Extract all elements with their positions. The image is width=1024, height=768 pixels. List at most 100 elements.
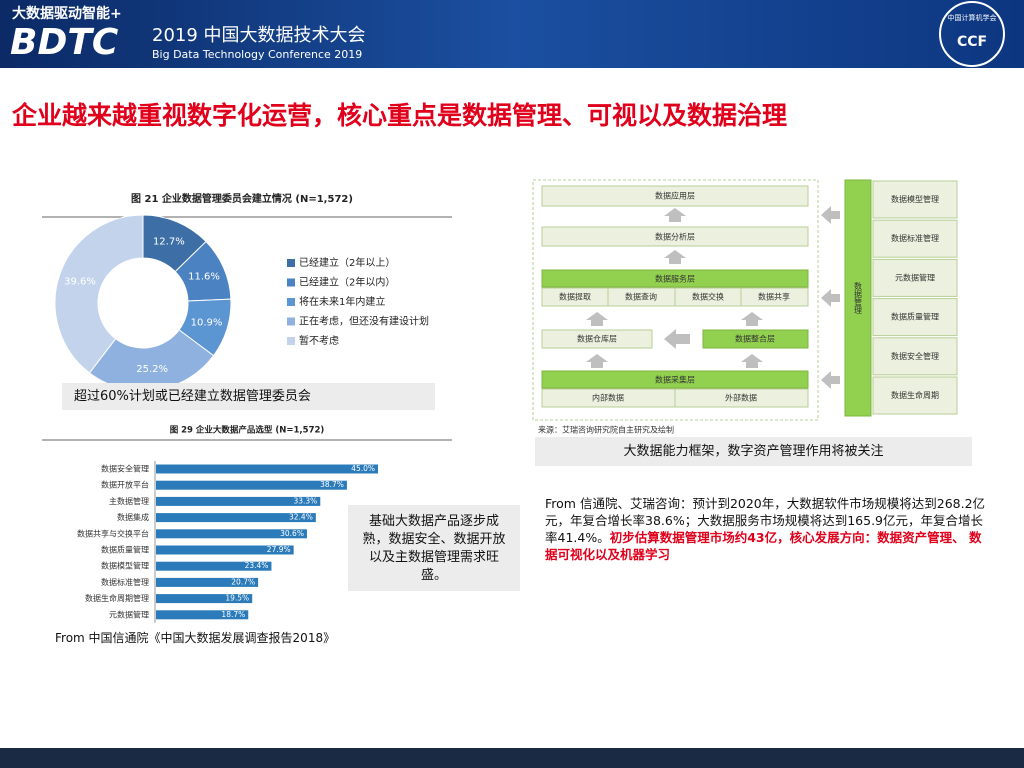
- paragraph: From 信通院、艾瑞咨询：预计到2020年，大数据软件市场规模将达到268.2…: [545, 495, 993, 563]
- bar-title: 图 29 企业大数据产品选型 (N=1,572): [170, 425, 325, 436]
- framework-source: 来源：艾瑞咨询研究院自主研究及绘制: [538, 425, 674, 435]
- pie-caption: 超过60%计划或已经建立数据管理委员会: [62, 383, 435, 410]
- pie-slice: [88, 329, 215, 392]
- legend-label: 已经建立（2年以内）: [299, 276, 395, 289]
- layer-label: 数据整合层: [735, 334, 775, 344]
- value-label: 18.7%: [221, 610, 245, 619]
- arrow: [821, 371, 840, 389]
- bar: [156, 610, 249, 620]
- arrow: [586, 354, 608, 368]
- category-label: 主数据管理: [109, 496, 149, 506]
- bar: [156, 496, 321, 506]
- value-label: 10.9%: [191, 318, 223, 329]
- legend-label: 已经建立（2年以上）: [299, 256, 395, 269]
- footer-band: [0, 748, 1024, 768]
- management-item: 数据安全管理: [891, 351, 939, 361]
- layer-label: 数据应用层: [655, 191, 695, 201]
- pie-chart: 12.7% 已经建立（2年以上） 11.6% 已经建立（2年以内） 10.9% 将在未来1…: [54, 214, 429, 392]
- layer-box: [702, 329, 809, 349]
- framework-frame: [532, 179, 819, 421]
- value-label: 33.3%: [293, 496, 317, 505]
- layer-box: [541, 370, 809, 389]
- category-label: 数据生命周期管理: [85, 593, 149, 603]
- value-label: 27.9%: [267, 545, 291, 554]
- layer-label: 数据仓库层: [577, 334, 617, 344]
- value-label: 20.7%: [231, 577, 255, 586]
- item-label: 内部数据: [592, 393, 624, 403]
- item-box: [740, 287, 809, 307]
- value-label: 45.0%: [351, 464, 375, 473]
- value-label: 30.6%: [280, 529, 304, 538]
- layer-box: [541, 185, 809, 207]
- pie-title: 图 21 企业数据管理委员会建立情况 (N=1,572): [131, 192, 353, 205]
- bar-source: From 中国信通院《中国大数据发展调查报告2018》: [55, 631, 336, 645]
- bar: [156, 513, 316, 523]
- logo-ring: [939, 1, 1005, 67]
- arrow: [664, 329, 690, 349]
- conference: 2019 中国大数据技术大会: [152, 25, 366, 46]
- management-item: 数据质量管理: [891, 312, 939, 322]
- framework: 数据应用层 数据分析层 数据服务层 数据提取 数据查询 数据交换 数据共享 数据…: [532, 179, 958, 435]
- management-item: 数据标准管理: [891, 233, 939, 243]
- category-label: 数据模型管理: [101, 561, 149, 571]
- management-label: 数据管理: [854, 281, 863, 314]
- legend-swatch: [287, 317, 295, 326]
- category-label: 数据集成: [117, 512, 149, 522]
- category-label: 元数据管理: [109, 609, 149, 619]
- bar: [156, 594, 253, 604]
- slide-title: 企业越来越重视数字化运营，核心重点是数据管理、可视以及数据治理: [12, 101, 787, 130]
- layer-label: 数据分析层: [655, 232, 695, 242]
- legend-swatch: [287, 278, 295, 287]
- management-item: 数据生命周期: [891, 390, 939, 400]
- legend-label: 暂不考虑: [299, 335, 339, 347]
- management-item: 元数据管理: [895, 272, 935, 282]
- arrow: [821, 289, 840, 307]
- legend-swatch: [287, 298, 295, 306]
- framework-caption: 大数据能力框架，数字资产管理作用将被关注: [535, 437, 972, 466]
- layer-label: 数据采集层: [655, 375, 695, 385]
- item-label: 数据提取: [559, 292, 591, 302]
- arrow: [821, 206, 840, 224]
- arrow: [664, 250, 686, 264]
- bar-chart: 数据安全管理 45.0% 数据开放平台 38.7% 主数据管理 33.3% 数据集成 32.4…: [77, 461, 378, 623]
- layer-box: [541, 269, 809, 288]
- value-label: 38.7%: [320, 480, 344, 489]
- bar: [156, 480, 347, 490]
- bar: [156, 577, 259, 587]
- management-box: [872, 376, 958, 415]
- value-label: 23.4%: [245, 561, 269, 570]
- management-box: [872, 258, 958, 297]
- management-box: [872, 219, 958, 258]
- logo-text: 中国计算机学会: [948, 13, 997, 22]
- management-box: [872, 180, 958, 219]
- management-item: 数据模型管理: [891, 194, 939, 204]
- bar: [156, 529, 307, 539]
- management-box: [872, 337, 958, 376]
- arrow: [741, 354, 763, 368]
- brand: BDTC: [10, 22, 119, 63]
- category-label: 数据标准管理: [101, 577, 149, 587]
- logo-abbr: CCF: [957, 34, 987, 50]
- value-label: 12.7%: [153, 237, 185, 248]
- layer-label: 数据服务层: [655, 274, 695, 284]
- bar: [156, 464, 378, 474]
- paragraph-text: From 信通院、艾瑞咨询：预计到2020年，大数据软件市场规模将达到268.2…: [545, 496, 986, 545]
- item-label: 数据共享: [758, 292, 790, 302]
- item-label: 外部数据: [725, 393, 757, 403]
- value-label: 19.5%: [225, 594, 249, 603]
- category-label: 数据质量管理: [101, 545, 149, 555]
- arrow: [586, 312, 608, 326]
- category-label: 数据共享与交换平台: [77, 528, 149, 538]
- legend-label: 将在未来1年内建立: [299, 295, 385, 308]
- item-label: 数据交换: [692, 292, 724, 302]
- conference-en: Big Data Technology Conference 2019: [152, 48, 362, 61]
- value-label: 32.4%: [289, 513, 313, 522]
- paragraph-highlight: 初步估算数据管理市场约43亿，核心发展方向：数据资产管理、 数据可视化以及机器学…: [545, 530, 982, 562]
- arrow: [664, 208, 686, 222]
- header-band: [0, 0, 1024, 68]
- value-label: 25.2%: [136, 364, 168, 375]
- legend-swatch: [287, 337, 295, 345]
- management-bar: [844, 179, 872, 417]
